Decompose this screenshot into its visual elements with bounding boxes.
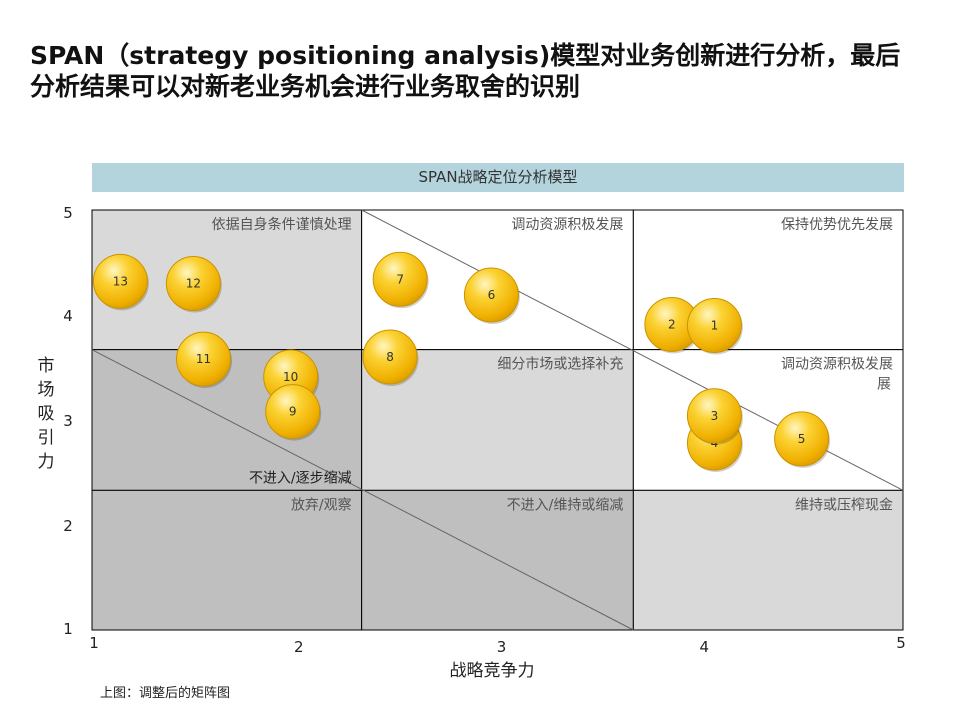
data-point: 12 — [165, 256, 222, 313]
y-axis-label-char: 吸 — [37, 404, 55, 424]
x-tick-label: 3 — [497, 638, 507, 656]
data-point-bubble — [92, 253, 148, 309]
y-axis-label-char: 力 — [37, 452, 55, 472]
matrix-cell — [632, 489, 904, 631]
y-tick-label: 5 — [63, 204, 73, 222]
x-axis-label: 战略竞争力 — [449, 661, 535, 681]
data-point: 6 — [463, 267, 520, 325]
cell-label: 依据自身条件谨慎处理 — [212, 216, 352, 233]
y-tick-label: 1 — [63, 620, 73, 638]
x-tick-label: 2 — [294, 638, 304, 656]
data-point-label: 12 — [186, 277, 201, 291]
data-point: 2 — [644, 296, 701, 354]
diagonal-line — [91, 349, 634, 631]
figure-caption: 上图：调整后的矩阵图 — [100, 686, 231, 701]
data-point-bubble — [686, 298, 742, 353]
y-tick-label: 3 — [63, 412, 73, 430]
data-points: 13121110987621435 — [92, 251, 831, 473]
data-point: 9 — [265, 384, 322, 441]
matrix-cell — [91, 489, 363, 631]
y-tick-label: 2 — [63, 517, 73, 535]
data-point: 8 — [362, 329, 419, 386]
data-point-label: 6 — [488, 288, 496, 302]
page-title: SPAN（strategy positioning analysis)模型对业务… — [30, 40, 930, 102]
cell-label: 保持优势优先发展 — [781, 217, 893, 233]
x-tick-label: 4 — [699, 638, 709, 656]
data-point-label: 3 — [711, 409, 719, 423]
data-point: 11 — [176, 331, 233, 389]
y-axis-label-char: 引 — [37, 428, 55, 448]
data-point: 13 — [92, 253, 149, 311]
x-tick-label: 5 — [896, 634, 906, 652]
cell-label: 调动资源积极发展 — [781, 357, 893, 373]
data-point: 5 — [774, 411, 831, 468]
data-point-label: 5 — [798, 432, 806, 446]
chart-banner: SPAN战略定位分析模型 — [92, 163, 904, 192]
data-point-bubble — [463, 267, 519, 323]
page-title-line-2: 分析结果可以对新老业务机会进行业务取舍的识别 — [30, 72, 581, 101]
y-axis-label-char: 市 — [37, 356, 55, 376]
data-point-label: 7 — [396, 272, 404, 286]
cell-label-continuation: 展 — [877, 377, 891, 393]
data-point: 1 — [686, 298, 743, 355]
cell-label: 维持或压榨现金 — [795, 496, 893, 513]
x-tick-label: 1 — [89, 634, 99, 652]
data-point: 7 — [372, 251, 429, 309]
data-point-label: 1 — [711, 319, 719, 333]
data-point: 3 — [686, 388, 743, 445]
data-point-bubble — [774, 411, 830, 467]
data-point-bubble — [362, 329, 418, 385]
data-point-label: 8 — [386, 350, 394, 364]
data-point-bubble — [686, 388, 742, 444]
page-title-line-1: SPAN（strategy positioning analysis)模型对业务… — [30, 41, 901, 70]
data-point-bubble — [176, 331, 232, 387]
y-axis-label-char: 场 — [37, 380, 55, 400]
cell-label: 调动资源积极发展 — [511, 217, 623, 233]
data-point-label: 2 — [668, 317, 676, 331]
data-point-bubble — [372, 251, 428, 307]
cell-label: 放弃/观察 — [291, 496, 352, 513]
cell-label: 不进入/维持或缩减 — [507, 497, 624, 513]
data-point-bubble — [165, 256, 221, 311]
data-point-label: 9 — [289, 405, 297, 419]
data-point-label: 10 — [283, 370, 298, 384]
y-tick-label: 4 — [63, 307, 73, 325]
y-axis-label: 市场吸引力 — [36, 354, 56, 474]
cell-labels: 依据自身条件谨慎处理 调动资源积极发展 保持优势优先发展不进入/逐步缩减细分市场或选… — [212, 216, 893, 513]
data-point-label: 13 — [113, 274, 128, 288]
cell-label: 不进入/逐步缩减 — [249, 470, 352, 486]
cell-label: 细分市场或选择补充 — [497, 356, 623, 373]
data-point-label: 11 — [196, 352, 211, 366]
data-point-bubble — [265, 384, 321, 440]
